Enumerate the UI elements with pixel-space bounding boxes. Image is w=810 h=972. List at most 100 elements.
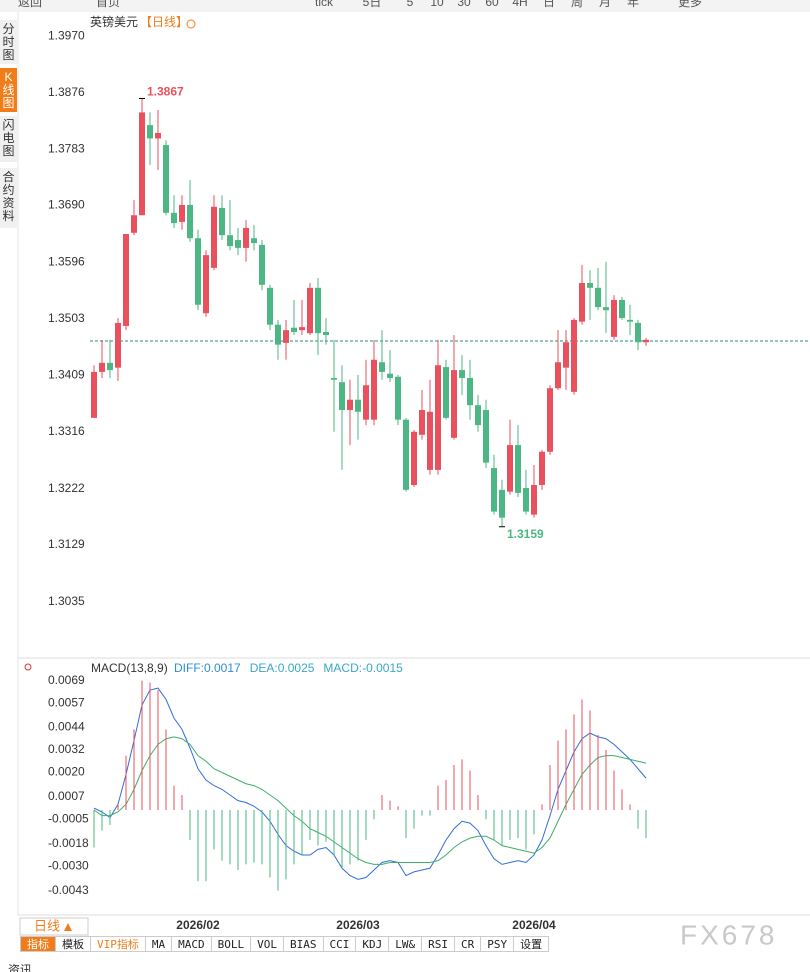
candle-body <box>315 287 321 334</box>
candle-body <box>635 322 641 343</box>
candle-body <box>307 287 313 334</box>
candle-body <box>419 410 425 435</box>
y-tick-label: 1.3222 <box>48 481 85 495</box>
y-tick-label: -0.0005 <box>48 812 89 826</box>
candle-body <box>379 362 385 372</box>
candle-body <box>139 112 145 216</box>
indicator-tab[interactable]: VOL <box>251 936 284 952</box>
candle-body <box>331 377 337 380</box>
add-icon[interactable] <box>186 19 196 29</box>
toolbar-item[interactable]: 60 <box>485 0 499 9</box>
indicator-tab[interactable]: MA <box>145 936 173 952</box>
x-tick-label: 2026/04 <box>512 918 556 932</box>
indicator-tab[interactable]: 模板 <box>56 936 91 952</box>
y-tick-label: 0.0044 <box>48 720 85 734</box>
indicator-tab[interactable]: LW& <box>389 936 423 952</box>
min-label: 1.3159 <box>507 527 544 541</box>
y-tick-label: 1.3876 <box>48 85 85 99</box>
toolbar-bg <box>0 0 810 12</box>
indicator-tab[interactable]: RSI <box>422 936 455 952</box>
toolbar-item[interactable]: tick <box>315 0 334 9</box>
symbol: 英镑美元 <box>90 14 138 29</box>
toolbar-item[interactable]: 月 <box>599 0 611 9</box>
candle-body <box>283 330 289 343</box>
indicator-tab[interactable]: BOLL <box>211 936 252 952</box>
period-selector-label[interactable]: 日线 <box>34 918 60 933</box>
sidebar-item[interactable]: K线图 <box>0 68 17 112</box>
y-tick-label: 1.3503 <box>48 311 85 325</box>
dropdown-arrow[interactable] <box>64 923 72 931</box>
indicator-tab[interactable]: CCI <box>323 936 357 952</box>
y-tick-label: 1.3129 <box>48 537 85 551</box>
candle-body <box>339 382 345 411</box>
candle-body <box>347 399 353 411</box>
candle-body <box>99 362 105 372</box>
indicator-tab[interactable]: CR <box>455 936 482 952</box>
candle-body <box>211 206 217 268</box>
candle-body <box>163 145 169 213</box>
partial-tab[interactable]: 资讯 <box>8 963 32 972</box>
candle-body <box>179 204 185 222</box>
candle-body <box>459 370 465 378</box>
y-tick-label: -0.0043 <box>48 883 89 897</box>
y-tick-label: 0.0069 <box>48 673 85 687</box>
sidebar-item[interactable]: 合约资料 <box>0 168 17 228</box>
toolbar-item[interactable]: 更多 <box>678 0 702 9</box>
indicator-tab[interactable]: MACD <box>172 936 212 952</box>
indicator-tab[interactable]: PSY <box>481 936 515 952</box>
legend-entry: DIFF:0.0017 <box>174 661 241 675</box>
candle-body <box>91 371 97 418</box>
indicator-tab[interactable]: BIAS <box>284 936 324 952</box>
candle-body <box>595 287 601 308</box>
candle-body <box>491 468 497 512</box>
toolbar-item[interactable]: 日 <box>543 0 555 9</box>
candle-body <box>475 405 481 426</box>
y-tick-label: 1.3035 <box>48 594 85 608</box>
candle-body <box>579 282 585 322</box>
toolbar-item[interactable]: 返回 <box>18 0 42 9</box>
sidebar-item[interactable]: 闪电图 <box>0 116 17 162</box>
toolbar-item[interactable]: 30 <box>457 0 471 9</box>
candle-body <box>603 307 609 311</box>
sidebar-item[interactable]: 分时图 <box>0 20 17 64</box>
indicator-tab[interactable]: 设置 <box>514 936 550 952</box>
indicator-tab[interactable]: KDJ <box>356 936 390 952</box>
max-label: 1.3867 <box>147 85 184 99</box>
y-tick-label: 0.0007 <box>48 789 85 803</box>
indicator-tab[interactable]: VIP指标 <box>91 936 146 952</box>
candle-body <box>203 255 209 314</box>
toolbar-item[interactable]: 首页 <box>96 0 120 9</box>
toolbar-item[interactable]: 年 <box>627 0 639 9</box>
candle-body <box>531 485 537 515</box>
period: 【日线】 <box>140 15 188 29</box>
y-tick-label: 0.0032 <box>48 742 85 756</box>
macd-line <box>93 736 647 865</box>
toolbar-item[interactable]: 10 <box>430 0 444 9</box>
candle-body <box>147 125 153 139</box>
y-tick-label: 1.3970 <box>48 28 85 42</box>
toolbar-item[interactable]: 周 <box>571 0 583 9</box>
y-tick-label: -0.0030 <box>48 858 89 872</box>
y-tick-label: 0.0057 <box>48 695 85 709</box>
macd-line <box>93 687 647 880</box>
toolbar-item[interactable]: 4H <box>512 0 527 9</box>
toolbar-item[interactable]: 5 <box>407 0 414 9</box>
candle-body <box>387 373 393 378</box>
candle-body <box>219 207 225 236</box>
toolbar-item[interactable]: 5日 <box>363 0 382 9</box>
candle-body <box>227 235 233 247</box>
candle-body <box>299 327 305 331</box>
candle-body <box>171 212 177 224</box>
candle-body <box>427 411 433 470</box>
candle-body <box>291 327 297 332</box>
candle-body <box>123 233 129 326</box>
settings-icon[interactable] <box>24 663 32 671</box>
indicator-tab[interactable]: 指标 <box>20 936 56 952</box>
candle-body <box>435 365 441 470</box>
candle-body <box>363 385 369 420</box>
candle-body <box>131 215 137 233</box>
candle-body <box>155 132 161 139</box>
candle-body <box>395 376 401 420</box>
candle-body <box>587 282 593 288</box>
